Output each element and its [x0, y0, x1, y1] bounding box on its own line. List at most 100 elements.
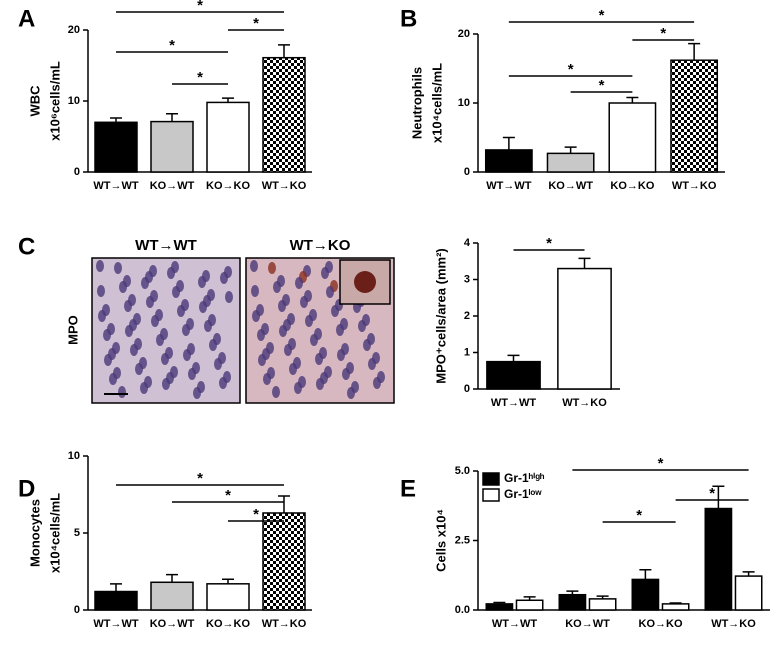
nucleus: [295, 277, 303, 289]
error-bar: [502, 136, 515, 150]
nucleus: [251, 285, 259, 297]
bar: [206, 583, 250, 611]
bar: [670, 59, 719, 173]
error-bar: [578, 257, 591, 269]
nucleus: [214, 358, 222, 370]
significance-label: *: [253, 506, 259, 523]
x-tick-label: WT→WT: [486, 180, 531, 192]
nucleus: [177, 305, 185, 317]
y-axis-label: Neutrophils: [409, 67, 424, 139]
significance-label: *: [225, 487, 231, 504]
nucleus: [183, 349, 191, 361]
nucleus: [161, 353, 169, 365]
error-bar: [669, 602, 682, 604]
nucleus: [279, 325, 287, 337]
legend-swatch: [482, 488, 500, 502]
significance-label: *: [568, 61, 574, 78]
x-tick-label: KO→WT: [150, 618, 195, 630]
error-bar: [564, 146, 577, 154]
y-tick-label: 0: [464, 383, 470, 395]
nucleus: [204, 320, 212, 332]
x-tick-label: WT→KO: [562, 397, 607, 409]
nucleus: [96, 260, 104, 272]
nucleus: [146, 296, 154, 308]
nucleus: [289, 363, 297, 375]
y-axis-label: Monocytes: [27, 499, 42, 567]
bar: [734, 575, 763, 611]
error-bar: [507, 354, 520, 362]
error-bar: [278, 44, 290, 58]
y-tick-label: 4: [464, 237, 471, 249]
nucleus: [363, 339, 371, 351]
nucleus: [342, 368, 350, 380]
nucleus: [103, 329, 111, 341]
error-bar: [596, 595, 609, 599]
significance-label: *: [197, 0, 203, 14]
bar: [94, 590, 138, 611]
error-bar: [626, 96, 639, 103]
nucleus: [258, 354, 266, 366]
nucleus: [225, 291, 233, 303]
significance-label: *: [169, 37, 175, 54]
x-tick-label: KO→KO: [610, 180, 654, 192]
nucleus: [151, 315, 159, 327]
error-bar: [712, 485, 725, 509]
bar: [661, 603, 690, 611]
y-tick-label: 2: [464, 310, 470, 322]
nucleus: [263, 373, 271, 385]
bar: [150, 581, 194, 611]
significance-label: *: [599, 7, 605, 24]
nucleus: [97, 285, 105, 297]
nucleus: [278, 300, 286, 312]
nucleus: [104, 354, 112, 366]
nucleus: [294, 382, 302, 394]
bar: [588, 598, 617, 611]
nucleus: [252, 310, 260, 322]
y-tick-label: 3: [464, 273, 470, 285]
bar: [631, 578, 660, 611]
legend-swatch: [482, 472, 500, 486]
nucleus: [135, 363, 143, 375]
x-tick-label: WT→KO: [262, 618, 307, 630]
bar: [485, 603, 514, 611]
significance-label: *: [546, 235, 552, 252]
legend-label: Gr-1ˡᵒʷ: [504, 487, 542, 501]
bar: [704, 507, 733, 611]
nucleus: [347, 387, 355, 399]
nucleus: [199, 301, 207, 313]
nucleus: [209, 339, 217, 351]
y-tick-label: 0.0: [455, 604, 470, 616]
x-tick-label: KO→WT: [548, 180, 593, 192]
y-tick-label: 0: [464, 166, 470, 178]
panel-letter: E: [400, 475, 416, 502]
nucleus: [118, 386, 126, 398]
nucleus: [130, 344, 138, 356]
bar: [484, 149, 533, 173]
significance-label: *: [660, 25, 666, 42]
nucleus: [337, 349, 345, 361]
error-bar: [110, 583, 122, 592]
error-bar: [493, 601, 506, 604]
y-tick-label: 10: [68, 95, 80, 107]
y-tick-label: 10: [458, 97, 470, 109]
nucleus: [358, 320, 366, 332]
x-tick-label: WT→WT: [491, 397, 536, 409]
nucleus: [198, 276, 206, 288]
x-tick-label: KO→WT: [150, 180, 195, 192]
nucleus: [373, 377, 381, 389]
nucleus: [125, 325, 133, 337]
y-tick-label: 5: [74, 527, 80, 539]
error-bar: [110, 117, 122, 123]
image-title: WT→WT: [135, 237, 197, 254]
significance-label: *: [253, 15, 259, 32]
nucleus: [316, 378, 324, 390]
nucleus: [272, 386, 280, 398]
x-tick-label: WT→WT: [93, 180, 138, 192]
x-tick-label: WT→WT: [93, 618, 138, 630]
bar: [206, 101, 250, 173]
x-tick-label: WT→KO: [672, 180, 717, 192]
nucleus: [300, 296, 308, 308]
x-tick-label: KO→KO: [206, 180, 250, 192]
nucleus: [182, 324, 190, 336]
